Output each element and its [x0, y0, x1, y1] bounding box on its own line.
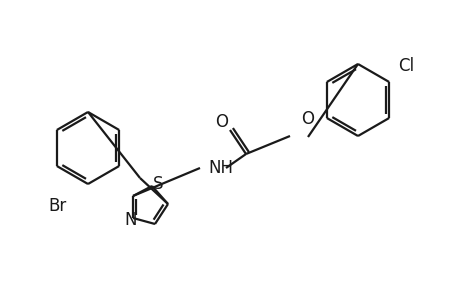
Text: Cl: Cl	[397, 57, 413, 75]
Text: N: N	[124, 211, 137, 229]
Text: NH: NH	[207, 159, 233, 177]
Text: O: O	[215, 113, 228, 131]
Text: Br: Br	[49, 197, 67, 215]
Text: S: S	[152, 175, 163, 193]
Text: O: O	[301, 110, 314, 128]
